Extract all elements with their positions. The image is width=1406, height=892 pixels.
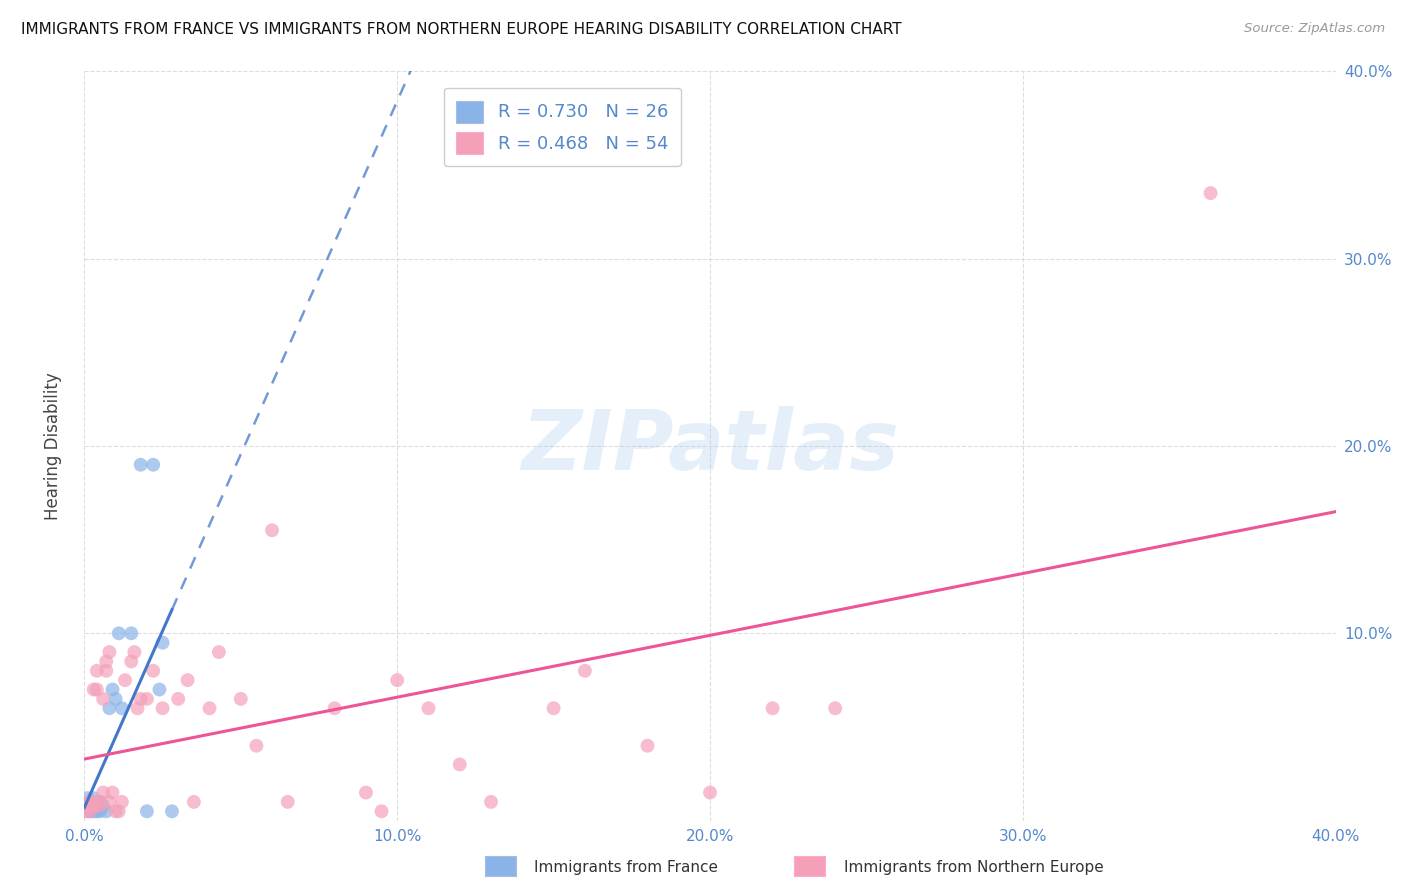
Point bbox=[120, 655, 142, 669]
Point bbox=[79, 795, 101, 809]
Text: Immigrants from France: Immigrants from France bbox=[534, 860, 718, 874]
Point bbox=[148, 682, 170, 697]
Text: ZIPatlas: ZIPatlas bbox=[522, 406, 898, 486]
Point bbox=[98, 701, 121, 715]
Point bbox=[83, 805, 105, 819]
Point bbox=[824, 701, 846, 715]
Point bbox=[107, 805, 129, 819]
Point bbox=[160, 805, 183, 819]
Point bbox=[111, 701, 134, 715]
Point bbox=[104, 692, 127, 706]
Point bbox=[124, 645, 146, 659]
Text: Source: ZipAtlas.com: Source: ZipAtlas.com bbox=[1244, 22, 1385, 36]
Point bbox=[104, 805, 127, 819]
Point bbox=[129, 692, 152, 706]
Point bbox=[96, 664, 118, 678]
Point bbox=[96, 655, 118, 669]
Point bbox=[111, 795, 134, 809]
Point bbox=[76, 791, 98, 805]
Point bbox=[167, 692, 190, 706]
Point bbox=[83, 798, 105, 813]
Point bbox=[101, 682, 124, 697]
Point bbox=[91, 786, 114, 800]
Point bbox=[86, 805, 108, 819]
Point bbox=[98, 645, 121, 659]
Point bbox=[86, 664, 108, 678]
Point bbox=[198, 701, 221, 715]
Point bbox=[91, 692, 114, 706]
Point bbox=[574, 664, 596, 678]
Point bbox=[107, 626, 129, 640]
Point bbox=[277, 795, 299, 809]
Point bbox=[354, 786, 377, 800]
Point bbox=[152, 635, 174, 649]
Point bbox=[79, 795, 101, 809]
Point bbox=[1199, 186, 1222, 201]
Point bbox=[479, 795, 502, 809]
Point bbox=[79, 805, 101, 819]
Point bbox=[114, 673, 136, 688]
Point bbox=[89, 795, 111, 809]
Point bbox=[418, 701, 440, 715]
Point bbox=[183, 795, 205, 809]
Point bbox=[543, 701, 565, 715]
Text: IMMIGRANTS FROM FRANCE VS IMMIGRANTS FROM NORTHERN EUROPE HEARING DISABILITY COR: IMMIGRANTS FROM FRANCE VS IMMIGRANTS FRO… bbox=[21, 22, 901, 37]
Point bbox=[762, 701, 785, 715]
Point bbox=[129, 458, 152, 472]
Text: Immigrants from Northern Europe: Immigrants from Northern Europe bbox=[844, 860, 1104, 874]
Point bbox=[76, 798, 98, 813]
Point bbox=[98, 795, 121, 809]
Point bbox=[89, 798, 111, 813]
Point bbox=[229, 692, 252, 706]
Point bbox=[142, 664, 165, 678]
Point bbox=[449, 757, 471, 772]
Point bbox=[385, 673, 409, 688]
Point bbox=[120, 626, 142, 640]
Point bbox=[79, 798, 101, 813]
Point bbox=[79, 798, 101, 813]
Point bbox=[262, 524, 284, 538]
Point bbox=[83, 791, 105, 805]
Point bbox=[76, 805, 98, 819]
Point bbox=[152, 701, 174, 715]
Point bbox=[83, 682, 105, 697]
Point bbox=[127, 701, 149, 715]
Y-axis label: Hearing Disability: Hearing Disability bbox=[44, 372, 62, 520]
Point bbox=[370, 805, 392, 819]
Point bbox=[136, 805, 159, 819]
Point bbox=[245, 739, 267, 753]
Point bbox=[176, 673, 198, 688]
Point bbox=[96, 805, 118, 819]
Point bbox=[75, 798, 97, 813]
Point bbox=[89, 795, 111, 809]
Point bbox=[86, 682, 108, 697]
Point bbox=[699, 786, 721, 800]
Point bbox=[83, 795, 105, 809]
Point bbox=[136, 692, 159, 706]
Legend: R = 0.730   N = 26, R = 0.468   N = 54: R = 0.730 N = 26, R = 0.468 N = 54 bbox=[444, 88, 681, 166]
Point bbox=[75, 805, 97, 819]
Point bbox=[86, 798, 108, 813]
Point bbox=[76, 795, 98, 809]
Point bbox=[637, 739, 659, 753]
Point bbox=[89, 805, 111, 819]
Point bbox=[208, 645, 231, 659]
Point bbox=[101, 786, 124, 800]
Point bbox=[91, 798, 114, 813]
Point bbox=[323, 701, 346, 715]
Point bbox=[142, 458, 165, 472]
Point bbox=[79, 805, 101, 819]
